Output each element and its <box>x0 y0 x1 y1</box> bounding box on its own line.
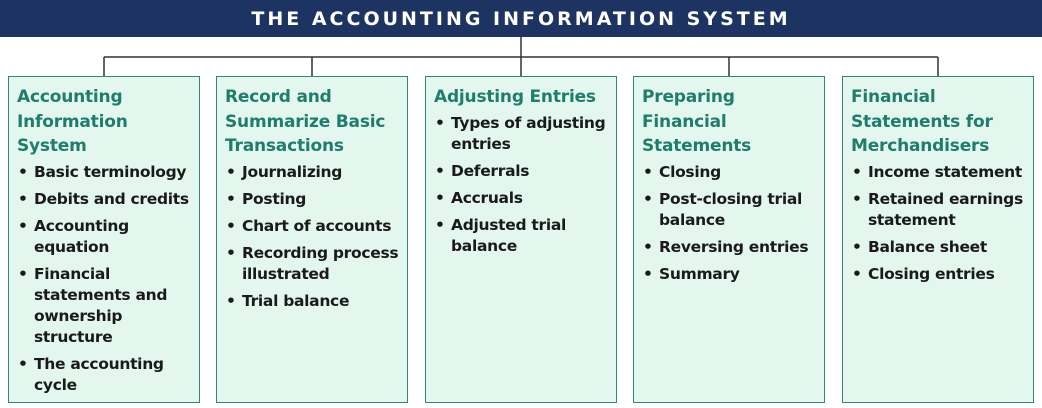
list-item: • Summary <box>642 264 816 285</box>
list-item: • Reversing entries <box>642 237 816 258</box>
bullet-icon: • <box>18 264 28 283</box>
bullet-icon: • <box>18 162 28 181</box>
topic-list: • Income statement • Retained earnings sta… <box>851 162 1025 285</box>
list-item-text: Closing <box>659 162 721 181</box>
topic-list: • Basic terminology • Debits and credits •… <box>17 162 191 396</box>
topic-list: • Types of adjusting entries • Deferrals •… <box>434 113 608 257</box>
list-item-text: Post-closing trial balance <box>659 189 803 229</box>
topic-box-1: Accounting Information System • Basic ter… <box>8 76 200 403</box>
list-item: • Journalizing <box>225 162 399 183</box>
bullet-icon: • <box>18 354 28 373</box>
list-item-text: Summary <box>659 264 740 283</box>
list-item: • Closing entries <box>851 264 1025 285</box>
list-item-text: Debits and credits <box>34 189 189 208</box>
list-item: • Financial statements and ownership stru… <box>17 264 191 348</box>
list-item: • Recording process illustrated <box>225 243 399 285</box>
list-item: • The accounting cycle <box>17 354 191 396</box>
list-item-text: Closing entries <box>868 264 995 283</box>
list-item-text: Accruals <box>451 188 523 207</box>
list-item: • Debits and credits <box>17 189 191 210</box>
list-item-text: Posting <box>242 189 306 208</box>
list-item-text: Balance sheet <box>868 237 987 256</box>
topic-list: • Closing • Post-closing trial balance • Re… <box>642 162 816 285</box>
list-item: • Types of adjusting entries <box>434 113 608 155</box>
list-item: • Accruals <box>434 188 608 209</box>
bullet-icon: • <box>18 189 28 208</box>
list-item: • Basic terminology <box>17 162 191 183</box>
bullet-icon: • <box>643 189 653 208</box>
bullet-icon: • <box>435 188 445 207</box>
list-item: • Chart of accounts <box>225 216 399 237</box>
list-item: • Closing <box>642 162 816 183</box>
bullet-icon: • <box>643 162 653 181</box>
topic-box-3: Adjusting Entries • Types of adjusting en… <box>425 76 617 403</box>
topic-box-4: Preparing Financial Statements • Closing … <box>633 76 825 403</box>
list-item: • Balance sheet <box>851 237 1025 258</box>
list-item-text: Reversing entries <box>659 237 809 256</box>
bullet-icon: • <box>643 237 653 256</box>
bullet-icon: • <box>435 215 445 234</box>
bullet-icon: • <box>852 237 862 256</box>
bullet-icon: • <box>226 216 236 235</box>
bullet-icon: • <box>226 162 236 181</box>
list-item-text: Journalizing <box>242 162 343 181</box>
bullet-icon: • <box>643 264 653 283</box>
list-item-text: Trial balance <box>242 291 350 310</box>
topic-title: Accounting Information System <box>17 87 128 156</box>
bullet-icon: • <box>226 291 236 310</box>
bullet-icon: • <box>852 162 862 181</box>
list-item: • Adjusted trial balance <box>434 215 608 257</box>
topic-title: Preparing Financial Statements <box>642 87 752 156</box>
bullet-icon: • <box>435 161 445 180</box>
list-item-text: Recording process illustrated <box>242 243 399 283</box>
list-item: • Income statement <box>851 162 1025 183</box>
bullet-icon: • <box>18 216 28 235</box>
topic-list: • Journalizing • Posting • Chart of account… <box>225 162 399 312</box>
list-item: • Trial balance <box>225 291 399 312</box>
list-item: • Deferrals <box>434 161 608 182</box>
topic-box-2: Record and Summarize Basic Transactions … <box>216 76 408 403</box>
topic-title: Financial Statements for Merchandisers <box>851 87 993 156</box>
list-item-text: Income statement <box>868 162 1023 181</box>
topic-title: Adjusting Entries <box>434 87 596 107</box>
list-item-text: Basic terminology <box>34 162 187 181</box>
list-item-text: The accounting cycle <box>34 354 164 394</box>
list-item-text: Types of adjusting entries <box>451 113 606 153</box>
list-item-text: Retained earnings statement <box>868 189 1023 229</box>
bullet-icon: • <box>852 189 862 208</box>
bullet-icon: • <box>226 243 236 262</box>
diagram-title: THE ACCOUNTING INFORMATION SYSTEM <box>0 0 1042 37</box>
list-item-text: Deferrals <box>451 161 530 180</box>
list-item-text: Chart of accounts <box>242 216 392 235</box>
topic-title: Record and Summarize Basic Transactions <box>225 87 386 156</box>
bullet-icon: • <box>435 113 445 132</box>
bullet-icon: • <box>226 189 236 208</box>
list-item: • Accounting equation <box>17 216 191 258</box>
topic-box-5: Financial Statements for Merchandisers •… <box>842 76 1034 403</box>
list-item-text: Accounting equation <box>34 216 129 256</box>
list-item: • Retained earnings statement <box>851 189 1025 231</box>
list-item: • Posting <box>225 189 399 210</box>
list-item-text: Adjusted trial balance <box>451 215 567 255</box>
list-item: • Post-closing trial balance <box>642 189 816 231</box>
list-item-text: Financial statements and ownership struc… <box>34 264 168 346</box>
bullet-icon: • <box>852 264 862 283</box>
